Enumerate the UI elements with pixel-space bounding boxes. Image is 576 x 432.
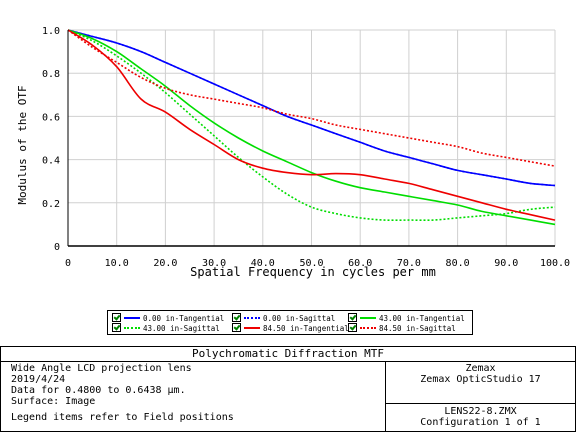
x-tick-label: 80.0 (446, 258, 470, 269)
checkbox-icon[interactable] (348, 313, 357, 322)
info-right-panel: Zemax Zemax OpticStudio 17 LENS22-8.ZMX … (386, 362, 575, 431)
date: 2019/4/24 (11, 374, 66, 385)
file-name: LENS22-8.ZMX (444, 406, 517, 417)
x-axis-label: Spatial Frequency in cycles per mm (190, 265, 436, 279)
x-tick-label: 90.0 (494, 258, 518, 269)
legend-swatch (360, 327, 376, 329)
legend-note: Legend items refer to Field positions (11, 412, 234, 423)
x-tick-label: 20.0 (153, 258, 177, 269)
software-box: Zemax Zemax OpticStudio 17 (386, 362, 575, 404)
software-version: Zemax OpticStudio 17 (420, 374, 541, 385)
surface: Surface: Image (11, 396, 96, 407)
legend: 0.00 in-Tangential 0.00 in-Sagittal 43.0… (107, 310, 473, 335)
plot-background (0, 0, 576, 306)
legend-swatch (124, 327, 140, 329)
x-tick-label: 30.0 (202, 258, 226, 269)
legend-swatch (244, 317, 260, 319)
legend-item[interactable]: 84.50 in-Sagittal (348, 323, 456, 333)
checkbox-icon[interactable] (112, 323, 121, 332)
legend-swatch (124, 317, 140, 319)
legend-item[interactable]: 0.00 in-Sagittal (232, 313, 335, 323)
y-tick-label: 0.6 (42, 112, 60, 123)
x-tick-label: 70.0 (397, 258, 421, 269)
x-tick-label: 50.0 (299, 258, 323, 269)
series-line-84-50-in-tangential (67, 29, 556, 221)
checkbox-icon[interactable] (348, 323, 357, 332)
company: Zemax (465, 363, 496, 374)
analysis-title: Polychromatic Diffraction MTF (1, 347, 575, 362)
y-tick-label: 0 (54, 242, 60, 253)
configuration: Configuration 1 of 1 (420, 417, 541, 428)
legend-label: 0.00 in-Tangential (143, 314, 225, 323)
legend-label: 84.50 in-Sagittal (379, 324, 456, 333)
legend-item[interactable]: 84.50 in-Tangential (232, 323, 349, 333)
x-tick-label: 100.0 (540, 258, 570, 269)
y-axis-label: Modulus of the OTF (16, 85, 29, 204)
legend-label: 84.50 in-Tangential (263, 324, 349, 333)
series-line-84-50-in-sagittal (67, 29, 556, 167)
legend-label: 0.00 in-Sagittal (263, 314, 336, 323)
x-tick-label: 0 (65, 258, 71, 269)
info-panel: Polychromatic Diffraction MTF Wide Angle… (0, 346, 576, 432)
series-line-43-00-in-tangential (67, 29, 556, 226)
legend-item[interactable]: 43.00 in-Tangential (348, 313, 465, 323)
y-tick-label: 0.8 (42, 69, 60, 80)
legend-swatch (360, 317, 376, 319)
checkbox-icon[interactable] (232, 313, 241, 322)
y-tick-label: 0.2 (42, 199, 60, 210)
legend-item[interactable]: 43.00 in-Sagittal (112, 323, 220, 333)
series-line-0-00-in-sagittal (67, 29, 556, 187)
checkbox-icon[interactable] (112, 313, 121, 322)
legend-item[interactable]: 0.00 in-Tangential (112, 313, 224, 323)
chart-ticks: 0 10.0 20.0 30.0 40.0 50.0 60.0 70.0 80.0 90.0 100… (42, 26, 570, 269)
wavelength-range: Data for 0.4800 to 0.6438 μm. (11, 385, 186, 396)
legend-swatch (244, 327, 260, 329)
chart-series (67, 29, 556, 226)
y-tick-label: 1.0 (42, 26, 60, 37)
legend-label: 43.00 in-Tangential (379, 314, 465, 323)
y-tick-label: 0.4 (42, 156, 60, 167)
x-tick-label: 40.0 (251, 258, 275, 269)
lens-title: Wide Angle LCD projection lens (11, 363, 192, 374)
info-left-panel: Wide Angle LCD projection lens 2019/4/24… (1, 362, 386, 431)
checkbox-icon[interactable] (232, 323, 241, 332)
legend-label: 43.00 in-Sagittal (143, 324, 220, 333)
x-tick-label: 60.0 (348, 258, 372, 269)
chart-grid (67, 29, 556, 247)
x-tick-label: 10.0 (105, 258, 129, 269)
